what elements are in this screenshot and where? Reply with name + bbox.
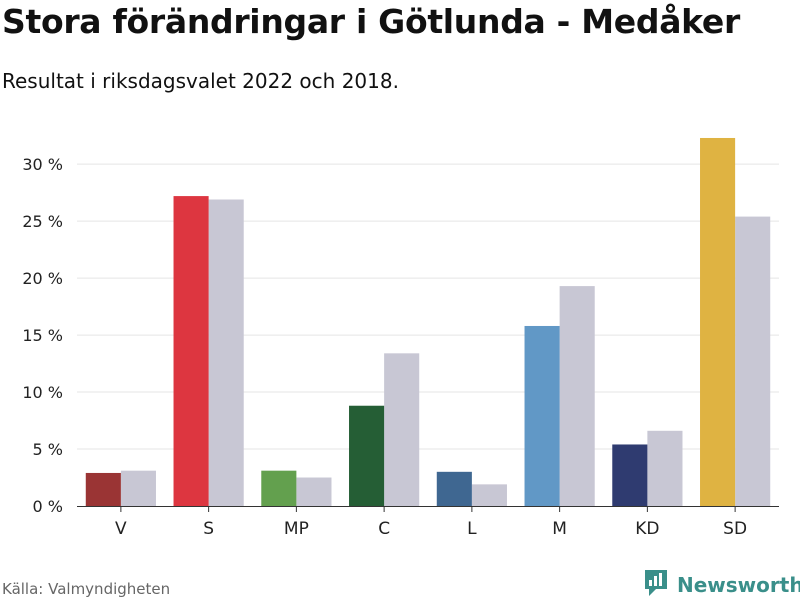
bar-2022 xyxy=(173,196,209,507)
x-tick-label: M xyxy=(552,519,567,539)
bar-2018 xyxy=(647,430,683,506)
bar-2022 xyxy=(700,137,736,506)
bar-2018 xyxy=(735,216,771,506)
bar-2018 xyxy=(471,484,507,506)
y-tick-label: 20 % xyxy=(22,269,63,288)
x-tick-label: V xyxy=(115,519,127,539)
y-tick-label: 30 % xyxy=(22,155,63,174)
chart-subtitle: Resultat i riksdagsvalet 2022 och 2018. xyxy=(2,69,399,93)
bar-2018 xyxy=(384,353,420,506)
brand-name: Newsworthy xyxy=(677,573,800,597)
newsworthy-icon xyxy=(643,568,669,602)
bar-2022 xyxy=(85,472,121,506)
bar-2018 xyxy=(120,470,156,506)
x-tick-label: S xyxy=(203,519,214,539)
y-tick-label: 15 % xyxy=(22,326,63,345)
bar-2018 xyxy=(559,286,595,506)
bar-2022 xyxy=(349,405,385,506)
y-tick-label: 25 % xyxy=(22,212,63,231)
bar-2022 xyxy=(612,444,648,506)
x-tick-label: MP xyxy=(284,519,309,539)
source-note: Källa: Valmyndigheten xyxy=(2,580,171,598)
bar-2018 xyxy=(208,199,244,506)
y-tick-label: 5 % xyxy=(33,440,63,459)
bar-2022 xyxy=(524,325,560,506)
x-tick-label: C xyxy=(378,519,390,539)
bar-2022 xyxy=(261,470,297,506)
chart-title: Stora förändringar i Götlunda - Medåker xyxy=(2,2,740,41)
x-tick-label: L xyxy=(467,519,477,539)
x-tick-label: SD xyxy=(723,519,747,539)
bar-2018 xyxy=(296,477,332,506)
bar-2022 xyxy=(436,471,472,506)
y-tick-label: 0 % xyxy=(33,497,63,516)
y-tick-label: 10 % xyxy=(22,383,63,402)
x-tick-label: KD xyxy=(635,519,659,539)
newsworthy-logo: Newsworthy xyxy=(643,568,800,602)
